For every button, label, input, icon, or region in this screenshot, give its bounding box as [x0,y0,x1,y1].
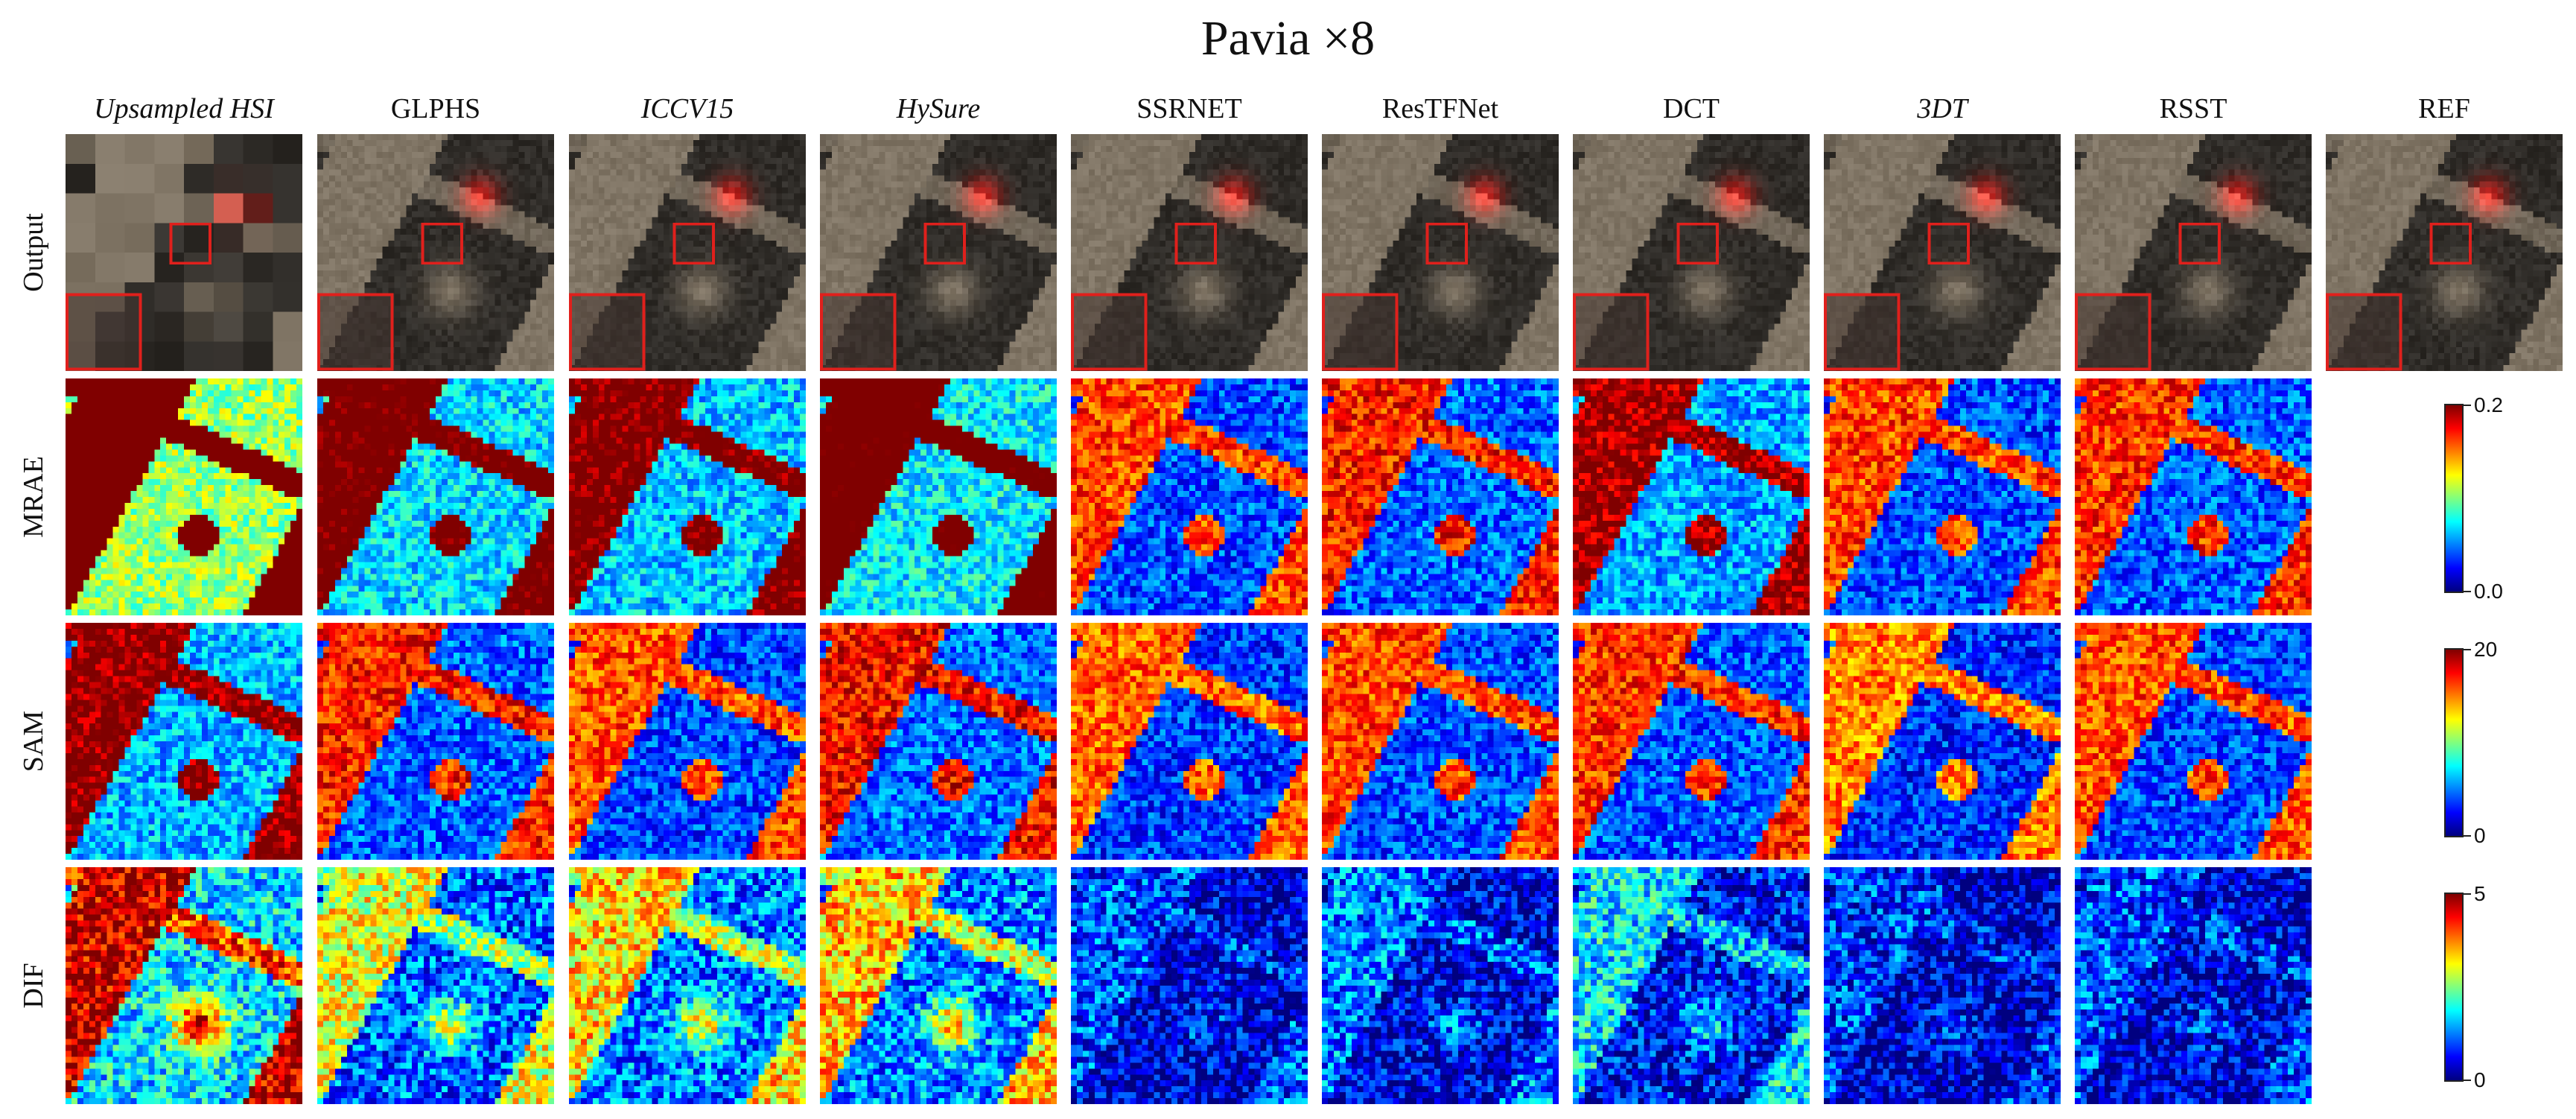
zoom-region-box [421,223,463,265]
mrae-map-rsst [2075,378,2312,615]
output-map-glphs [317,134,554,371]
output-map-ssrnet [1071,134,1308,371]
method-label-ssrnet: SSRNET [1071,92,1308,125]
method-label-hysure: HySure [820,92,1057,125]
dif-map-ssrnet [1071,867,1308,1104]
dif-map-rsst [2075,867,2312,1104]
colorbar-tick-min [2464,591,2471,592]
colorbar-label-min: 0.0 [2474,580,2503,603]
colorbar-label-max: 5 [2474,882,2486,906]
colorbar-label-min: 0 [2474,824,2486,848]
zoom-region-box [2429,223,2472,265]
colorbar-tick-min [2464,1080,2471,1081]
zoom-inset-box [1824,293,1901,371]
dif-map-restfnet [1322,867,1559,1104]
mrae-map-ssrnet [1071,378,1308,615]
colorbar-tick-min [2464,835,2471,837]
colorbar-gradient [2444,893,2464,1082]
method-label-ref: REF [2326,92,2563,125]
zoom-inset-box [317,293,394,371]
zoom-inset-box [820,293,897,371]
colorbar-label-max: 20 [2474,638,2497,662]
output-map-3dt [1824,134,2061,371]
method-label-upsampled-hsi: Upsampled HSI [66,92,302,125]
zoom-region-box [923,223,966,265]
zoom-region-box [1927,223,1970,265]
output-map-restfnet [1322,134,1559,371]
row-label-mrae: MRAE [7,378,60,615]
sam-map-hysure [820,623,1057,860]
sam-map-rsst [2075,623,2312,860]
method-label-restfnet: ResTFNet [1322,92,1559,125]
sam-map-dct [1573,623,1810,860]
sam-map-restfnet [1322,623,1559,860]
method-label-rsst: RSST [2075,92,2312,125]
zoom-inset-box [1071,293,1148,371]
zoom-region-box [2178,223,2221,265]
colorbar-label-max: 0.2 [2474,393,2503,417]
mrae-map-hysure [820,378,1057,615]
sam-map-3dt [1824,623,2061,860]
row-label-output: Output [7,134,60,371]
colorbar-tick-max [2464,405,2471,406]
zoom-region-box [1174,223,1217,265]
sam-map-ssrnet [1071,623,1308,860]
row-label-dif: DIF [7,867,60,1104]
sam-map-glphs [317,623,554,860]
row-label-sam: SAM [7,623,60,860]
output-map-hysure [820,134,1057,371]
mrae-map-upsampled-hsi [66,378,302,615]
zoom-inset-box [2326,293,2402,371]
colorbar-gradient [2444,404,2464,593]
zoom-inset-box [2075,293,2152,371]
figure-title: Pavia ×8 [0,10,2576,67]
dif-map-hysure [820,867,1057,1104]
colorbar-tick-max [2464,893,2471,895]
zoom-region-box [672,223,715,265]
colorbar-mrae: 0.2 0.0 [2435,393,2554,603]
sam-map-iccv15 [569,623,806,860]
sam-map-upsampled-hsi [66,623,302,860]
colorbar-label-min: 0 [2474,1068,2486,1092]
dif-map-glphs [317,867,554,1104]
dif-map-dct [1573,867,1810,1104]
output-map-dct [1573,134,1810,371]
dif-map-3dt [1824,867,2061,1104]
output-map-rsst [2075,134,2312,371]
mrae-map-restfnet [1322,378,1559,615]
colorbar-sam: 20 0 [2435,638,2554,847]
dif-map-iccv15 [569,867,806,1104]
output-map-upsampled-hsi [66,134,302,371]
colorbar-gradient [2444,648,2464,837]
zoom-region-box [169,223,212,265]
mrae-map-dct [1573,378,1810,615]
zoom-inset-box [66,293,142,371]
method-label-dct: DCT [1573,92,1810,125]
zoom-inset-box [1573,293,1650,371]
zoom-region-box [1676,223,1719,265]
mrae-map-iccv15 [569,378,806,615]
method-label-3dt: 3DT [1824,92,2061,125]
output-map-ref [2326,134,2563,371]
method-label-iccv15: ICCV15 [569,92,806,125]
colorbar-tick-max [2464,649,2471,650]
mrae-map-glphs [317,378,554,615]
method-label-glphs: GLPHS [317,92,554,125]
zoom-region-box [1425,223,1468,265]
zoom-inset-box [569,293,646,371]
dif-map-upsampled-hsi [66,867,302,1104]
mrae-map-3dt [1824,378,2061,615]
output-map-iccv15 [569,134,806,371]
zoom-inset-box [1322,293,1399,371]
